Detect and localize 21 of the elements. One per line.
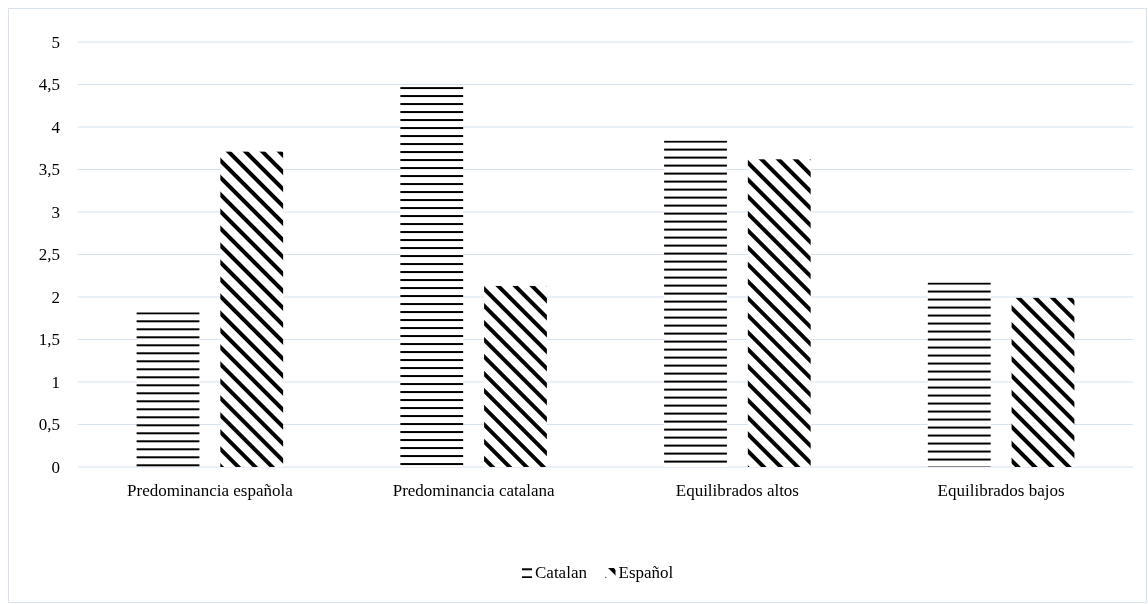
y-tick-label: 0 <box>51 457 60 477</box>
y-tick-label: 2 <box>51 287 60 307</box>
bar <box>220 151 284 467</box>
y-tick-label: 4,5 <box>38 75 60 95</box>
bar <box>1011 297 1075 467</box>
bar <box>484 285 547 467</box>
y-tick-label: 4 <box>51 117 61 137</box>
bar <box>747 159 811 467</box>
x-tick-label: Equilibrados altos <box>675 481 799 500</box>
legend-label: Catalan <box>535 563 588 582</box>
legend-label: Español <box>618 563 674 582</box>
y-tick-label: 0,5 <box>38 415 60 435</box>
x-tick-label: Predominancia catalana <box>392 481 556 500</box>
y-tick-label: 2,5 <box>38 245 60 265</box>
y-tick-label: 1,5 <box>38 330 60 350</box>
y-tick-label: 3 <box>51 202 60 222</box>
y-tick-label: 3,5 <box>38 160 60 180</box>
y-tick-label: 1 <box>51 372 60 392</box>
x-tick-label: Equilibrados bajos <box>937 481 1065 500</box>
y-tick-label: 5 <box>51 32 60 52</box>
x-tick-label: Predominancia española <box>127 481 294 500</box>
